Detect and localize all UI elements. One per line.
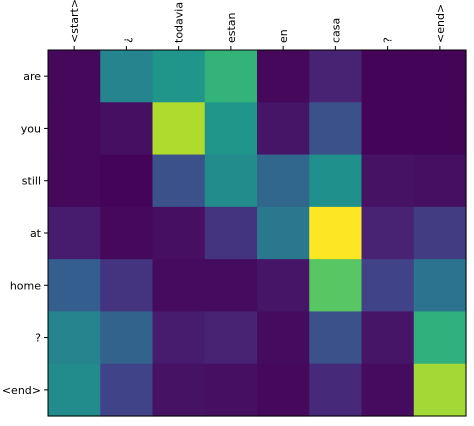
heatmap-cell-r6-c4 xyxy=(257,363,310,417)
heatmap-cell-r3-c0 xyxy=(48,206,101,260)
heatmap-cell-r5-c4 xyxy=(257,311,310,365)
heatmap-cell-r0-c3 xyxy=(204,50,258,103)
heatmap-cell-r4-c3 xyxy=(204,259,258,313)
y-tick-label-at: at xyxy=(30,227,42,240)
heatmap-cell-r5-c5 xyxy=(309,311,363,365)
heatmap-cell-r3-c4 xyxy=(257,206,310,260)
heatmap-cell-r6-c3 xyxy=(204,363,258,417)
y-tick-label-home: home xyxy=(10,279,41,292)
heatmap-cell-r5-c7 xyxy=(413,311,467,365)
heatmap-cell-r2-c4 xyxy=(257,154,310,208)
heatmap-cell-r0-c2 xyxy=(152,50,206,103)
heatmap-cell-r1-c6 xyxy=(361,102,415,156)
y-axis: are you still at home? <end> xyxy=(2,70,48,397)
heatmap-cell-r5-c2 xyxy=(152,311,206,365)
heatmap-cell-r0-c0 xyxy=(48,50,101,103)
x-tick-label-start: <start> xyxy=(68,0,81,43)
heatmap-cell-r4-c7 xyxy=(413,259,467,313)
heatmap-cell-r1-c7 xyxy=(413,102,467,156)
heatmap-cell-r0-c6 xyxy=(361,50,415,103)
y-tick-label-q: ? xyxy=(35,332,41,345)
heatmap-cell-r3-c3 xyxy=(204,206,258,260)
heatmap-cell-r6-c6 xyxy=(361,363,415,417)
heatmap-cell-r4-c0 xyxy=(48,259,101,313)
heatmap-cell-r4-c2 xyxy=(152,259,206,313)
heatmap-cell-r0-c5 xyxy=(309,50,363,103)
heatmap-cell-r1-c0 xyxy=(48,102,101,156)
heatmap-cell-r6-c7 xyxy=(413,363,467,417)
x-tick-label-estan: estan xyxy=(225,12,238,43)
heatmap-cell-r6-c2 xyxy=(152,363,206,417)
heatmap-cell-r4-c6 xyxy=(361,259,415,313)
heatmap-cell-r1-c3 xyxy=(204,102,258,156)
heatmap-cell-r3-c2 xyxy=(152,206,206,260)
y-tick-label-you: you xyxy=(21,122,41,135)
heatmap-cell-r3-c6 xyxy=(361,206,415,260)
heatmap-cell-r3-c5 xyxy=(309,206,363,260)
x-tick-label-end: <end> xyxy=(434,4,447,43)
y-tick-label-still: still xyxy=(22,175,41,188)
heatmap-cell-r3-c7 xyxy=(413,206,467,260)
heatmap-cell-r5-c0 xyxy=(48,311,101,365)
heatmap-cell-r0-c1 xyxy=(100,50,154,103)
x-tick-label-q: ? xyxy=(382,37,395,43)
heatmap-cell-r6-c0 xyxy=(48,363,101,417)
heatmap-cell-r4-c1 xyxy=(100,259,154,313)
heatmap-cell-r4-c4 xyxy=(257,259,310,313)
heatmap-cell-r5-c6 xyxy=(361,311,415,365)
heatmap-cell-r1-c5 xyxy=(309,102,363,156)
x-tick-label-en: en xyxy=(277,29,290,43)
x-axis: <start> ¿ todavia estan en casa? <end> xyxy=(68,0,447,50)
x-tick-label-todavia: todavia xyxy=(173,2,186,43)
heatmap-cell-r3-c1 xyxy=(100,206,154,260)
heatmap-cell-r6-c1 xyxy=(100,363,154,417)
y-tick-label-are: are xyxy=(23,70,41,83)
heatmap-cell-r0-c4 xyxy=(257,50,310,103)
heatmap-cell-r4-c5 xyxy=(309,259,363,313)
heatmap-cell-r1-c1 xyxy=(100,102,154,156)
heatmap-cell-r1-c2 xyxy=(152,102,206,156)
heatmap-cell-r2-c6 xyxy=(361,154,415,208)
heatmap-cell-r2-c3 xyxy=(204,154,258,208)
x-tick-label-casa: casa xyxy=(329,18,342,43)
heatmap-cell-r2-c7 xyxy=(413,154,467,208)
heatmap-cell-r5-c3 xyxy=(204,311,258,365)
heatmap-cell-r2-c2 xyxy=(152,154,206,208)
heatmap-cell-r2-c1 xyxy=(100,154,154,208)
heatmap-cell-r2-c0 xyxy=(48,154,101,208)
heatmap-cells xyxy=(48,50,467,417)
heatmap-cell-r0-c7 xyxy=(413,50,467,103)
heatmap-cell-r5-c1 xyxy=(100,311,154,365)
heatmap-cell-r6-c5 xyxy=(309,363,363,417)
x-tick-label-q: ¿ xyxy=(120,37,133,43)
heatmap-cell-r1-c4 xyxy=(257,102,310,156)
heatmap-cell-r2-c5 xyxy=(309,154,363,208)
y-tick-label-end: <end> xyxy=(2,384,41,397)
